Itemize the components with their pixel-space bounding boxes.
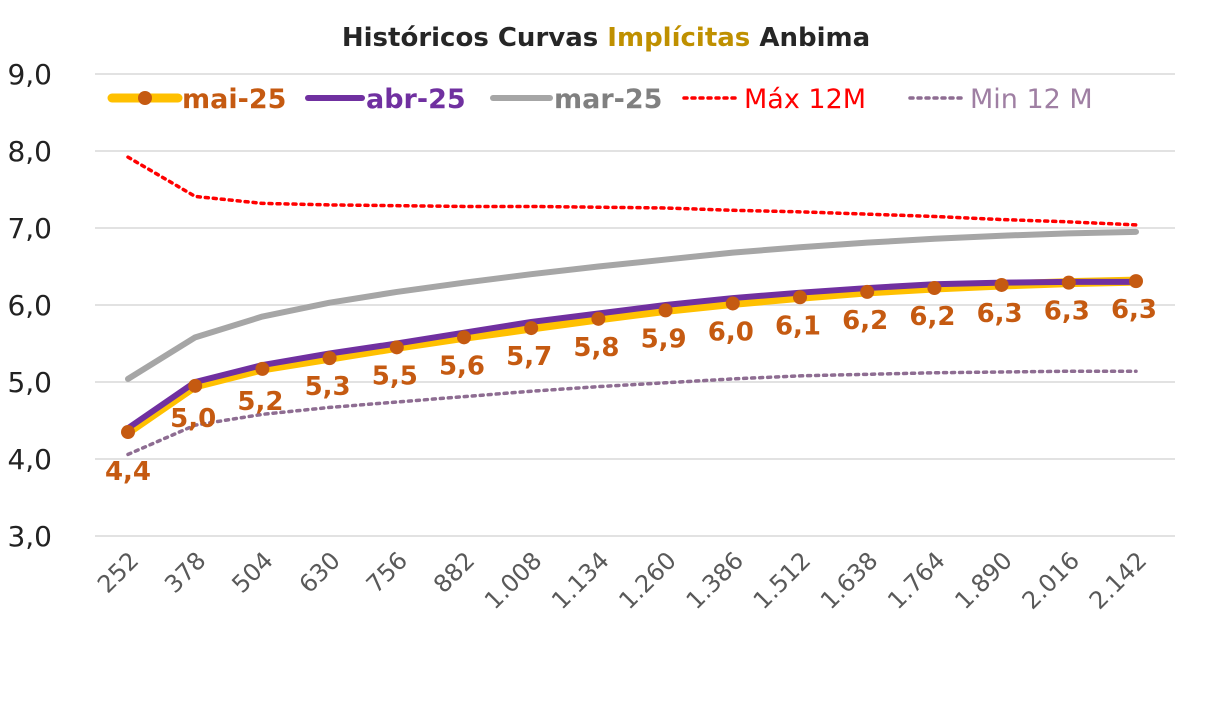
x-tick-label: 2.142	[1084, 546, 1152, 614]
series-marker-mai-25	[860, 284, 875, 299]
series-line-mai-25	[123, 276, 1141, 437]
data-label-mai-25: 5,6	[439, 351, 485, 381]
x-tick-label: 1.764	[882, 546, 950, 614]
x-tick-label: 882	[428, 546, 480, 598]
series-line-min-12m	[126, 369, 1138, 457]
y-tick-label: 5,0	[7, 366, 52, 399]
legend-marker-mai-25	[138, 91, 152, 105]
series-line-abr-25	[125, 278, 1139, 432]
data-label-mai-25: 5,7	[506, 342, 552, 372]
x-tick-label: 1.638	[815, 546, 883, 614]
chart-title-part-3: Anbima	[750, 23, 870, 53]
data-label-mai-25: 6,2	[909, 302, 955, 332]
series-marker-mai-25	[457, 330, 471, 345]
series-marker-mai-25	[994, 277, 1009, 292]
legend-label-mai-25: mai-25	[182, 84, 286, 115]
data-label-mai-25: 5,9	[641, 324, 687, 354]
data-label-mai-25: 6,3	[1111, 295, 1157, 325]
series-marker-mai-25	[255, 361, 270, 376]
data-label-mai-25: 4,4	[105, 457, 151, 487]
data-label-mai-25: 6,3	[1044, 297, 1090, 327]
legend-label-abr-25: abr-25	[366, 84, 466, 115]
series-marker-mai-25	[322, 351, 337, 366]
series-marker-mai-25	[1129, 274, 1143, 289]
legend-label-min-12-m: Min 12 M	[970, 84, 1093, 115]
gridlines	[95, 73, 1175, 537]
x-axis: 252 378 504 630 756 8821.0081.1341.2601.3861.…	[92, 546, 1152, 614]
y-tick-label: 7,0	[7, 212, 52, 245]
series-marker-mai-25	[725, 296, 740, 311]
series-marker-mai-25	[121, 425, 135, 440]
series-group	[121, 155, 1143, 457]
x-tick-label: 630	[294, 546, 346, 598]
x-tick-label: 2.016	[1017, 546, 1085, 614]
y-axis: 3,0 4,0 5,0 6,0 7,0 8,0 9,0	[7, 58, 52, 553]
y-tick-label: 3,0	[7, 520, 52, 553]
x-tick-label: 1.260	[613, 546, 681, 614]
x-tick-label: 1.890	[949, 546, 1017, 614]
chart-title-part-1: Históricos Curvas	[342, 23, 607, 53]
data-label-mai-25: 6,1	[775, 311, 821, 341]
data-label-mai-25: 5,2	[237, 387, 283, 417]
data-label-mai-25: 5,5	[372, 361, 418, 391]
series-marker-mai-25	[524, 321, 539, 336]
data-label-mai-25: 6,3	[977, 299, 1023, 329]
x-tick-label: 504	[226, 546, 278, 598]
legend-label-mar-25: mar-25	[554, 84, 662, 115]
series-marker-mai-25	[1061, 275, 1076, 290]
x-tick-label: 1.386	[681, 546, 749, 614]
y-tick-label: 4,0	[7, 443, 52, 476]
x-tick-label: 756	[361, 546, 413, 598]
x-tick-label: 1.512	[748, 546, 816, 614]
chart-title: Históricos Curvas Implícitas Anbima	[342, 23, 870, 53]
data-label-mai-25: 6,2	[842, 306, 888, 336]
data-label-mai-25: 5,8	[573, 333, 619, 363]
series-line-max-12m	[126, 155, 1138, 227]
x-tick-label: 1.134	[546, 546, 614, 614]
y-tick-label: 8,0	[7, 135, 52, 168]
series-marker-mai-25	[389, 340, 404, 355]
series-marker-mai-25	[927, 281, 942, 296]
data-label-mai-25: 6,0	[708, 317, 754, 347]
series-line-mar-25	[125, 228, 1139, 382]
x-tick-label: 252	[92, 546, 144, 598]
y-tick-label: 6,0	[7, 289, 52, 322]
data-label-mai-25: 5,3	[305, 372, 351, 402]
series-marker-mai-25	[658, 303, 673, 318]
y-tick-label: 9,0	[7, 58, 52, 91]
x-tick-label: 378	[159, 546, 211, 598]
series-marker-mai-25	[188, 378, 203, 393]
data-labels: 4,4 5,0 5,2 5,3 5,5 5,6 5,7 5,8 5,9 6,0 6,1 6,2 6,2 6…	[105, 295, 1157, 487]
series-marker-mai-25	[793, 290, 807, 305]
legend-label-m-x-12m: Máx 12M	[744, 84, 866, 115]
legend: mai-25 abr-25 mar-25 Máx 12M Min 12 M	[107, 84, 1093, 115]
chart-title-part-2: Implícitas	[607, 23, 750, 53]
x-tick-label: 1.008	[479, 546, 547, 614]
series-marker-mai-25	[591, 311, 606, 326]
data-label-mai-25: 5,0	[170, 404, 216, 434]
